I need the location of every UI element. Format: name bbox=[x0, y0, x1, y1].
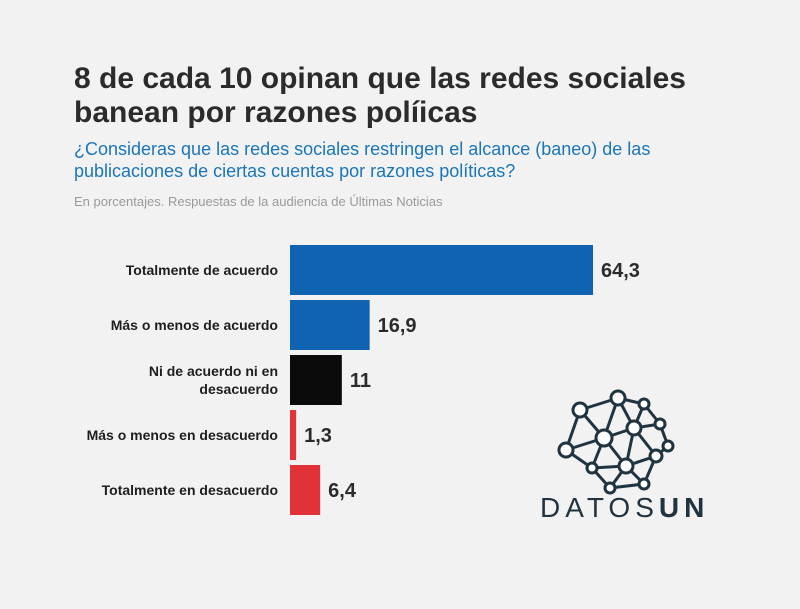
value-label-4: 1,3 bbox=[304, 425, 332, 447]
bar-5 bbox=[290, 465, 321, 515]
bar-1 bbox=[290, 245, 593, 295]
datosun-wordmark: DATOSUN bbox=[540, 492, 709, 524]
bar-3 bbox=[290, 355, 342, 405]
datosun-network-logo-icon bbox=[557, 389, 675, 495]
value-label-2: 16,9 bbox=[378, 315, 417, 337]
chart-title: 8 de cada 10 opinan que las redes social… bbox=[74, 62, 686, 129]
value-label-1: 64,3 bbox=[601, 260, 640, 282]
category-label-2: Más o menos de acuerdo bbox=[111, 317, 278, 333]
value-label-5: 6,4 bbox=[328, 480, 357, 502]
brand-name-light: DATOS bbox=[540, 492, 659, 523]
brand-name-bold: UN bbox=[658, 492, 710, 523]
category-label-3: Ni de acuerdo ni en desacuerdo bbox=[149, 363, 278, 397]
bar-2 bbox=[290, 300, 370, 350]
category-label-1: Totalmente de acuerdo bbox=[126, 262, 278, 278]
chart-subtitle: ¿Consideras que las redes sociales restr… bbox=[74, 139, 651, 181]
chart-source-note: En porcentajes. Respuestas de la audienc… bbox=[74, 194, 443, 209]
category-label-5: Totalmente en desacuerdo bbox=[102, 482, 278, 498]
category-label-4: Más o menos en desacuerdo bbox=[87, 427, 278, 443]
value-label-3: 11 bbox=[350, 370, 371, 392]
bar-4 bbox=[290, 410, 297, 460]
